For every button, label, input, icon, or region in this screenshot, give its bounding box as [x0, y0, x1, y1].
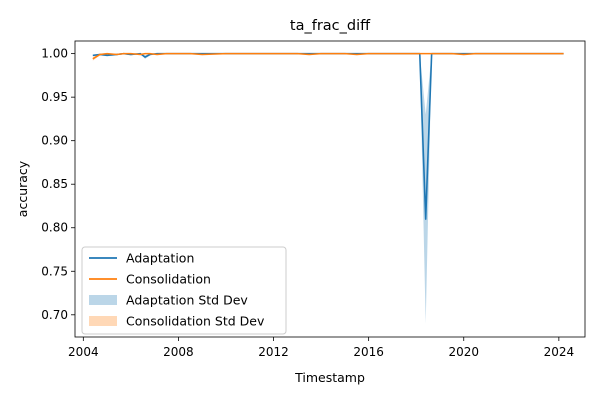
y-tick-label: 0.90	[41, 134, 68, 148]
chart-title: ta_frac_diff	[290, 18, 371, 34]
y-tick-label: 0.95	[41, 90, 68, 104]
x-tick-label: 2012	[258, 345, 289, 359]
x-tick-label: 2016	[353, 345, 384, 359]
legend-box	[81, 246, 287, 335]
legend-swatch-adaptation-std-dev	[89, 295, 117, 305]
y-tick-label: 1.00	[41, 47, 68, 61]
x-axis: 2004 2008 2012 2016 2020 2024	[68, 337, 574, 359]
x-tick-label: 2020	[448, 345, 479, 359]
x-tick-label: 2008	[163, 345, 194, 359]
legend: Adaptation Consolidation Adaptation Std De…	[81, 246, 287, 335]
y-tick-label: 0.75	[41, 264, 68, 278]
y-tick-label: 0.70	[41, 308, 68, 322]
legend-label-consolidation: Consolidation	[126, 272, 211, 287]
series-lines	[92, 52, 564, 220]
series-line-consolidation	[92, 52, 564, 60]
y-axis-label: accuracy	[15, 160, 30, 217]
x-tick-label: 2024	[544, 345, 575, 359]
x-tick-label: 2004	[68, 345, 99, 359]
plot-frame	[74, 40, 586, 338]
y-tick-label: 0.80	[41, 221, 68, 235]
legend-label-consolidation-std-dev: Consolidation Std Dev	[126, 314, 265, 329]
y-tick-label: 0.85	[41, 177, 68, 191]
legend-label-adaptation: Adaptation	[126, 251, 194, 266]
legend-swatch-consolidation-std-dev	[89, 316, 117, 326]
y-axis: 0.70 0.75 0.80 0.85 0.90 0.95 1.00	[41, 47, 75, 322]
legend-label-adaptation-std-dev: Adaptation Std Dev	[126, 293, 248, 308]
x-axis-label: Timestamp	[294, 370, 365, 385]
